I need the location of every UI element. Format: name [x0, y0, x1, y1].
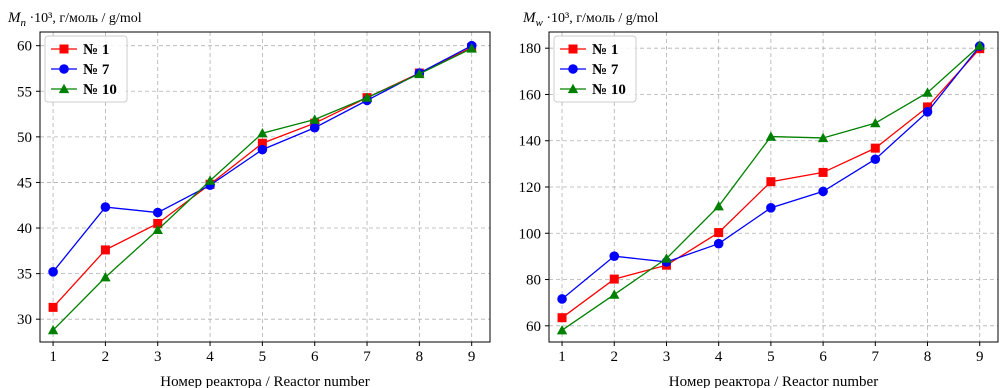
legend-label: № 7	[83, 62, 110, 78]
y-axis-label: Mw ·10³, г/моль / g/mol	[522, 10, 659, 29]
legend-label: № 7	[592, 62, 619, 78]
y-tick-label: 50	[17, 130, 32, 146]
data-point	[609, 251, 620, 261]
data-point	[204, 175, 216, 185]
data-point	[923, 102, 933, 112]
data-point	[974, 40, 985, 50]
data-point	[153, 218, 163, 228]
x-tick-label: 4	[206, 349, 214, 365]
data-point	[661, 253, 672, 263]
y-tick-label: 55	[17, 84, 32, 100]
legend-marker	[59, 44, 69, 54]
legend-marker	[567, 83, 579, 94]
x-tick-label: 9	[468, 349, 476, 365]
legend-marker	[59, 64, 69, 74]
data-point	[47, 324, 59, 335]
y-tick-label: 80	[526, 273, 541, 289]
data-point	[557, 294, 567, 304]
legend-label: № 10	[592, 82, 626, 98]
x-tick-label: 1	[558, 349, 566, 365]
data-point	[309, 114, 320, 124]
data-point	[818, 167, 828, 177]
x-tick-label: 9	[976, 349, 984, 365]
y-tick-label: 40	[17, 221, 32, 237]
data-point	[100, 245, 110, 255]
data-point	[817, 132, 829, 143]
data-point	[713, 238, 724, 249]
data-point	[100, 202, 111, 212]
data-point	[818, 186, 828, 197]
x-tick-label: 2	[611, 349, 619, 365]
data-point	[766, 177, 776, 187]
data-point	[414, 68, 425, 79]
data-point	[870, 154, 881, 165]
x-tick-label: 3	[663, 349, 671, 365]
y-tick-label: 30	[17, 312, 32, 328]
y-tick-label: 100	[519, 226, 542, 242]
x-axis-label: Номер реактора / Reactor number	[669, 374, 878, 388]
y-tick-label: 45	[17, 175, 32, 191]
y-tick-label: 160	[519, 87, 542, 103]
data-point	[309, 122, 320, 133]
data-point	[713, 201, 724, 211]
data-point	[922, 107, 933, 117]
data-point	[48, 302, 58, 312]
x-tick-label: 5	[259, 349, 267, 365]
data-point	[257, 144, 268, 155]
data-point	[609, 289, 620, 299]
data-point	[152, 207, 163, 218]
x-tick-label: 6	[311, 349, 319, 365]
chart-panel-2: 1 2 3 4 5 6 7 8 9 60 80 100 120 140 160 180 Mw ·10³, г/м…	[519, 10, 999, 388]
data-point	[361, 92, 373, 102]
legend-label: № 10	[83, 82, 117, 98]
legend-marker	[568, 64, 578, 74]
data-point	[557, 313, 567, 323]
data-point	[257, 128, 268, 138]
y-tick-label: 140	[519, 134, 542, 150]
x-tick-label: 1	[49, 349, 57, 365]
y-tick-label: 35	[17, 267, 32, 283]
data-point	[870, 143, 880, 153]
legend-label: № 1	[83, 42, 109, 58]
data-point	[609, 274, 619, 284]
y-tick-label: 120	[519, 180, 542, 196]
data-point	[556, 325, 568, 335]
y-tick-label: 180	[519, 41, 542, 57]
data-point	[922, 87, 933, 97]
x-tick-label: 2	[102, 349, 110, 365]
data-point	[48, 266, 58, 277]
data-point	[100, 272, 111, 282]
x-tick-label: 7	[872, 349, 880, 365]
data-point	[766, 203, 776, 213]
x-tick-label: 4	[715, 349, 723, 365]
x-tick-label: 3	[154, 349, 162, 365]
x-axis-label: Номер реактора / Reactor number	[160, 374, 369, 388]
x-tick-label: 5	[767, 349, 775, 365]
x-tick-label: 7	[363, 349, 371, 365]
legend-label: № 1	[592, 42, 618, 58]
x-tick-label: 8	[924, 349, 932, 365]
data-point	[466, 43, 477, 53]
plot-frame	[39, 31, 491, 343]
x-tick-label: 8	[416, 349, 424, 365]
data-point	[714, 228, 724, 238]
legend-marker	[568, 44, 578, 54]
data-point	[870, 117, 881, 128]
y-tick-label: 60	[526, 319, 541, 335]
y-tick-label: 60	[17, 39, 32, 55]
x-tick-label: 6	[819, 349, 827, 365]
data-point	[765, 131, 777, 141]
data-point	[257, 138, 267, 148]
data-point	[152, 224, 163, 235]
legend-marker	[58, 83, 70, 94]
y-axis-label: Mn ·10³, г/моль / g/mol	[7, 10, 142, 29]
